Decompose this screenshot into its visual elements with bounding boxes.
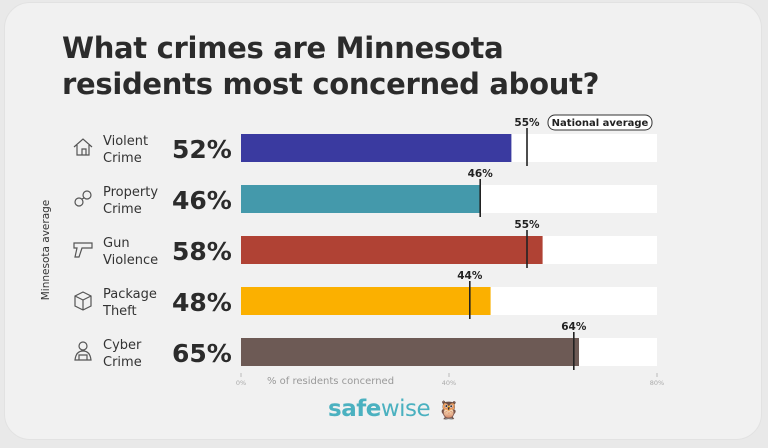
value-label: 58% <box>172 237 232 266</box>
value-label: 48% <box>172 288 232 317</box>
house-icon <box>73 138 93 156</box>
bar <box>241 287 491 315</box>
handcuffs-icon <box>74 190 92 207</box>
bar <box>241 134 512 162</box>
title-line: residents most concerned about? <box>62 67 600 101</box>
category-label: Crime <box>103 151 142 166</box>
category-label: Theft <box>102 304 137 319</box>
category-label: Violence <box>103 253 158 268</box>
national-average-label: 46% <box>468 168 494 180</box>
hacker-icon <box>74 341 92 361</box>
value-label: 46% <box>172 186 232 215</box>
x-tick-label: 80% <box>650 379 664 387</box>
value-label: 52% <box>172 135 232 164</box>
title-line: What crimes are Minnesota <box>62 31 504 65</box>
bar <box>241 185 481 213</box>
category-label: Property <box>103 185 158 200</box>
national-average-label: 55% <box>514 117 540 129</box>
category-label: Cyber <box>103 338 142 353</box>
category-label: Package <box>103 287 157 302</box>
chart-title: What crimes are Minnesota residents most… <box>62 30 600 102</box>
x-tick-label: 0% <box>236 379 246 387</box>
value-label: 65% <box>172 339 232 368</box>
safewise-logo: safewise 🦉 <box>328 396 460 422</box>
national-average-label: 55% <box>514 219 540 231</box>
legend-label: National average <box>552 118 649 129</box>
category-label: Crime <box>103 355 142 370</box>
national-average-label: 64% <box>561 321 587 333</box>
x-axis-label: % of residents concerned <box>267 376 394 387</box>
national-average-label: 44% <box>457 270 483 282</box>
legend-box <box>547 114 653 131</box>
gun-icon <box>73 242 93 258</box>
category-label: Violent <box>103 134 148 149</box>
x-tick-label: 40% <box>442 379 456 387</box>
category-label: Gun <box>103 236 130 251</box>
category-label: Crime <box>103 202 142 217</box>
chart-card <box>4 2 762 440</box>
package-icon <box>74 291 92 311</box>
bar <box>241 236 543 264</box>
bar <box>241 338 579 366</box>
